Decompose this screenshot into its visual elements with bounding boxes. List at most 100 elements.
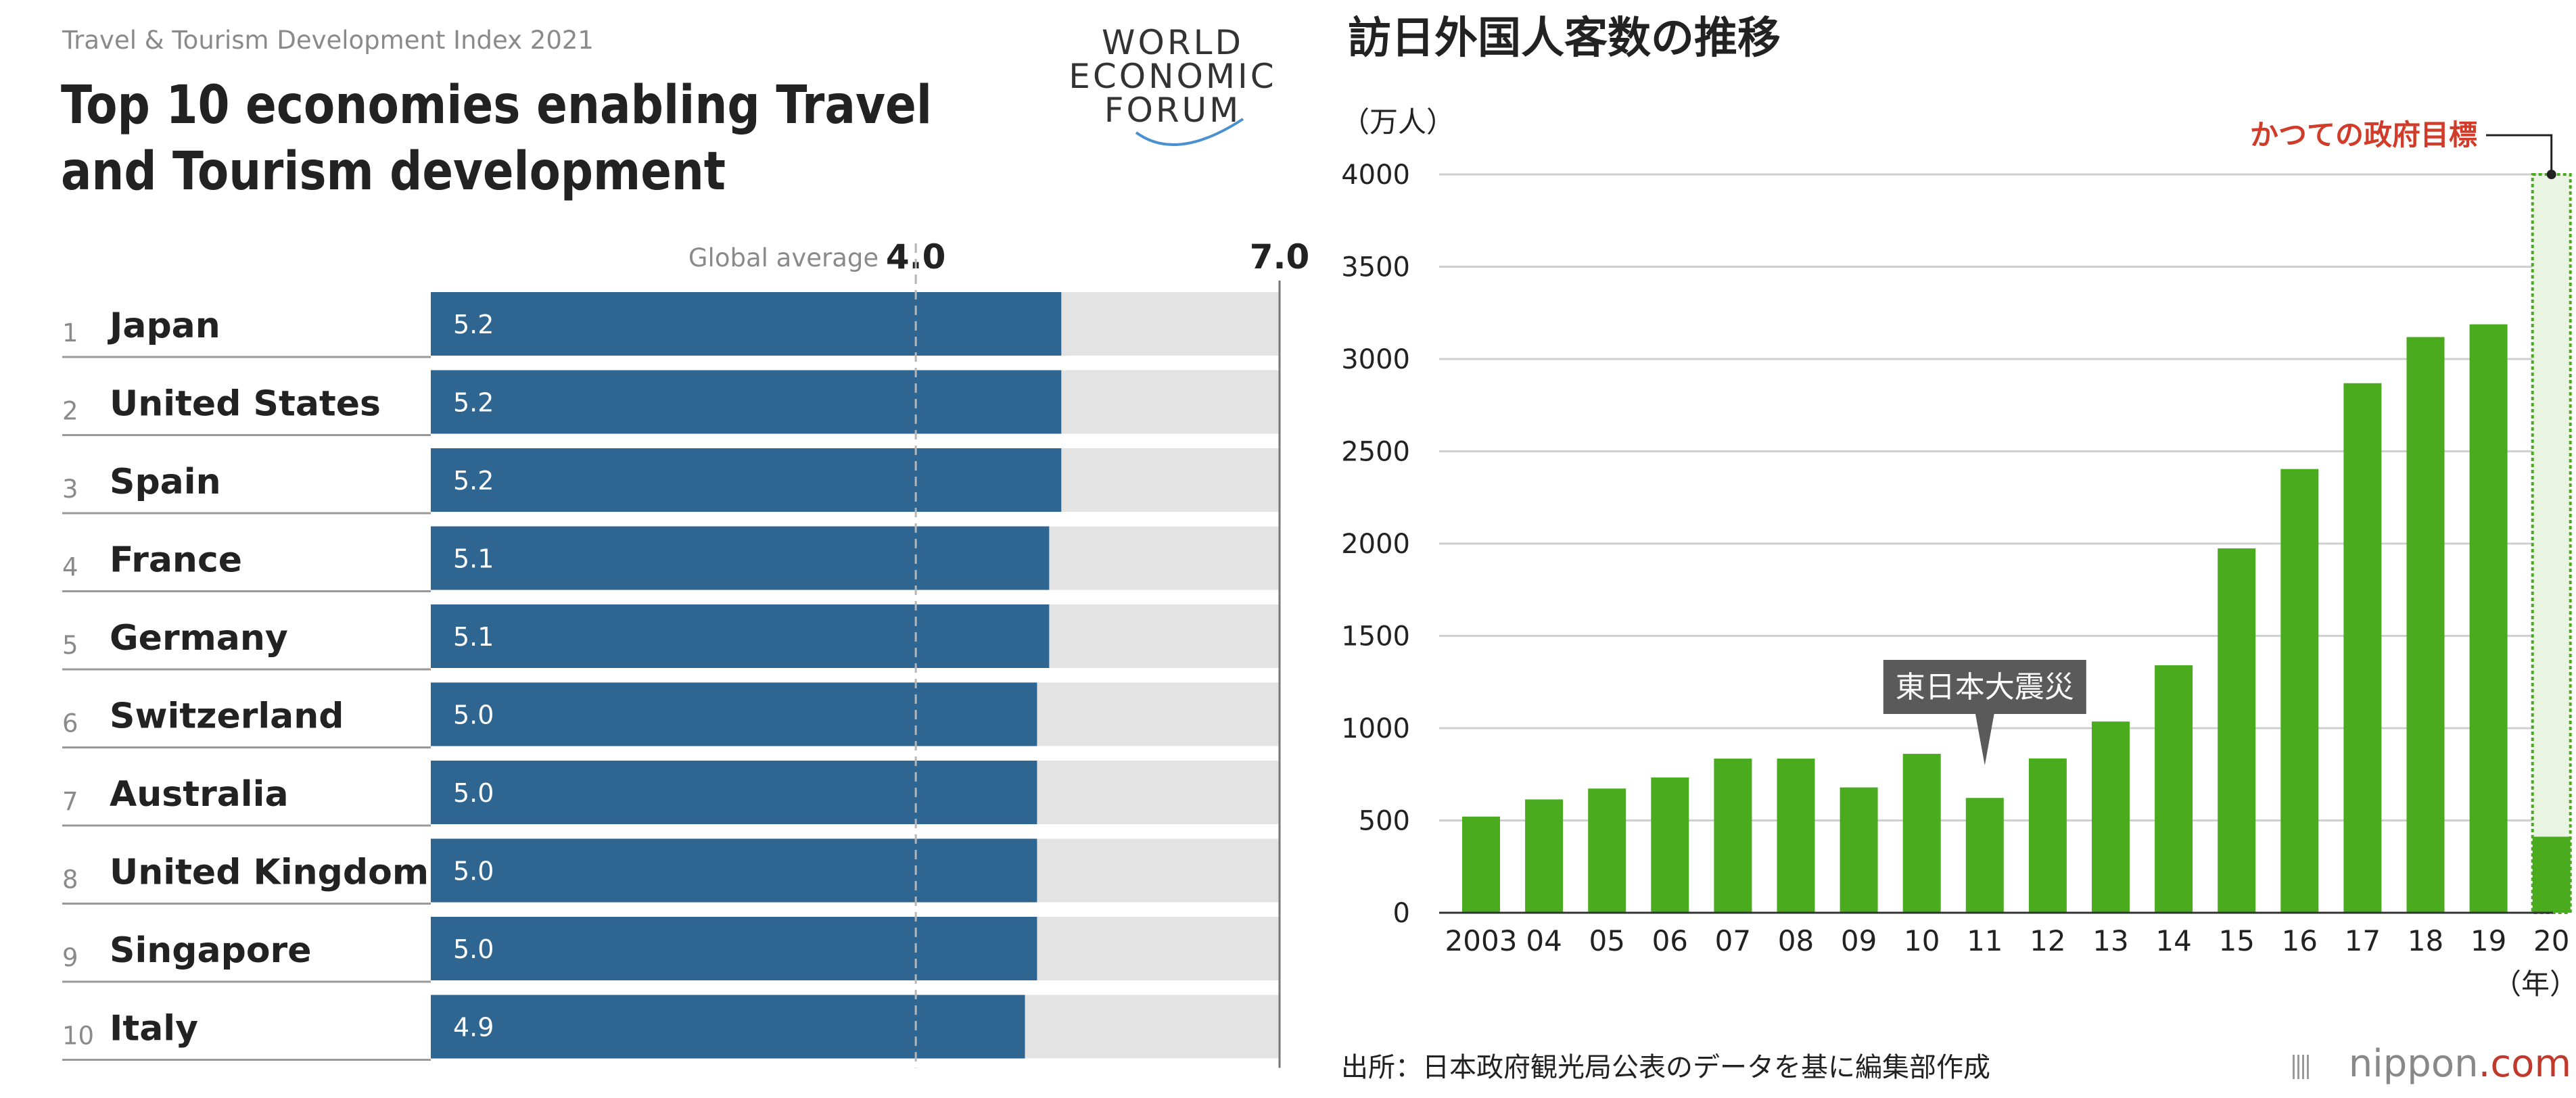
bar bbox=[2028, 758, 2067, 913]
brand-logo-icon bbox=[2297, 1055, 2299, 1079]
x-unit-label: （年） bbox=[2493, 968, 2576, 1001]
bar bbox=[2532, 836, 2571, 913]
rank-label: 6 bbox=[62, 709, 78, 738]
x-tick-label: 09 bbox=[1841, 924, 1877, 957]
bar-value-label: 5.1 bbox=[453, 544, 494, 574]
y-tick-label: 2500 bbox=[1341, 437, 1410, 468]
category-label: Italy bbox=[110, 1009, 198, 1049]
bar-value-label: 5.0 bbox=[453, 700, 494, 730]
event-callout-pointer bbox=[1975, 713, 1994, 765]
x-tick-label: 14 bbox=[2155, 924, 2191, 957]
rank-label: 4 bbox=[62, 553, 78, 582]
event-callout-box bbox=[1883, 660, 2086, 714]
bar bbox=[431, 995, 1025, 1059]
bar bbox=[2155, 665, 2193, 913]
x-tick-label: 07 bbox=[1715, 924, 1751, 957]
bar bbox=[2469, 324, 2508, 913]
category-label: Germany bbox=[110, 618, 288, 659]
chart-title: 訪日外国人客数の推移 bbox=[1348, 14, 1781, 64]
category-label: Singapore bbox=[110, 930, 311, 971]
x-tick-label: 16 bbox=[2282, 924, 2318, 957]
source-note: 出所：日本政府観光局公表のデータを基に編集部作成 bbox=[1341, 1052, 1990, 1083]
event-annotation: 東日本大震災 bbox=[1896, 670, 2074, 705]
bar-value-label: 5.0 bbox=[453, 857, 494, 886]
y-tick-label: 2000 bbox=[1341, 529, 1410, 560]
bar-value-label: 5.2 bbox=[453, 310, 494, 339]
bar bbox=[2218, 548, 2256, 913]
brand-logo-icon bbox=[2302, 1055, 2304, 1079]
x-tick-label: 04 bbox=[1526, 924, 1562, 957]
rank-label: 9 bbox=[62, 943, 78, 972]
bar bbox=[1651, 777, 1689, 913]
bar-value-label: 5.2 bbox=[453, 466, 494, 496]
reference-line-value-label: 4.0 bbox=[886, 237, 946, 277]
x-tick-label: 18 bbox=[2408, 924, 2443, 957]
x-tick-label: 15 bbox=[2218, 924, 2254, 957]
x-tick-label: 08 bbox=[1778, 924, 1814, 957]
rank-label: 1 bbox=[62, 318, 78, 348]
axis-max-label: 7.0 bbox=[1250, 237, 1310, 277]
x-tick-label: 06 bbox=[1652, 924, 1688, 957]
bar bbox=[431, 604, 1050, 668]
bar bbox=[1902, 753, 1941, 913]
rank-label: 7 bbox=[62, 787, 78, 816]
x-tick-label: 20 bbox=[2533, 924, 2569, 957]
category-label: France bbox=[110, 540, 242, 581]
logo-text-line: ECONOMIC bbox=[1069, 57, 1276, 96]
x-tick-label: 12 bbox=[2030, 924, 2065, 957]
bar bbox=[1965, 798, 2004, 913]
target-leader-line bbox=[2486, 134, 2553, 174]
category-label: Australia bbox=[110, 774, 289, 815]
reference-line-label: Global average bbox=[688, 243, 879, 272]
y-tick-label: 3500 bbox=[1341, 252, 1410, 283]
x-tick-label: 2003 bbox=[1445, 924, 1518, 957]
brand-logo-icon bbox=[2293, 1055, 2295, 1079]
bar-value-label: 4.9 bbox=[453, 1013, 494, 1043]
bar bbox=[1714, 759, 1752, 913]
bar bbox=[431, 838, 1037, 903]
chart-title-line: Top 10 economies enabling Travel bbox=[61, 75, 932, 136]
bar bbox=[431, 917, 1037, 980]
category-label: United States bbox=[110, 384, 381, 425]
rank-label: 2 bbox=[62, 397, 78, 426]
y-tick-label: 1500 bbox=[1341, 621, 1410, 652]
rank-label: 3 bbox=[62, 475, 78, 504]
target-annotation: かつての政府目標 bbox=[2250, 118, 2477, 151]
logo-text-line: FORUM bbox=[1104, 91, 1242, 130]
bar bbox=[431, 682, 1037, 746]
chart-header: Travel & Tourism Development Index 2021 bbox=[62, 26, 594, 55]
x-tick-label: 11 bbox=[1967, 924, 2003, 957]
japan-visitors-chart: 訪日外国人客数の推移 （万人） 0 500 1000 1500 2000 2500 3000 35… bbox=[1341, 14, 2576, 1086]
bar bbox=[431, 448, 1062, 512]
x-tick-label: 19 bbox=[2470, 924, 2506, 957]
chart-title-line: and Tourism development bbox=[61, 141, 726, 202]
category-label: Spain bbox=[110, 462, 221, 502]
bar bbox=[2343, 383, 2382, 913]
bar-value-label: 5.0 bbox=[453, 778, 494, 808]
bar-value-label: 5.2 bbox=[453, 388, 494, 418]
bar bbox=[431, 761, 1037, 824]
x-tick-label: 13 bbox=[2092, 924, 2128, 957]
bar-value-label: 5.1 bbox=[453, 622, 494, 652]
y-tick-label: 0 bbox=[1393, 898, 1410, 929]
y-tick-label: 500 bbox=[1359, 806, 1410, 837]
rank-label: 10 bbox=[62, 1022, 94, 1051]
bar bbox=[1840, 787, 1878, 913]
y-unit-label: （万人） bbox=[1341, 105, 1455, 139]
logo-arc-icon bbox=[1135, 118, 1244, 146]
bar bbox=[2280, 469, 2319, 913]
category-label: Japan bbox=[108, 306, 220, 346]
bar bbox=[1777, 759, 1815, 913]
bar bbox=[1588, 788, 1626, 913]
y-tick-label: 1000 bbox=[1341, 713, 1410, 744]
brand-logo-icon bbox=[2307, 1055, 2309, 1079]
x-tick-label: 10 bbox=[1904, 924, 1940, 957]
category-label: Switzerland bbox=[110, 696, 344, 737]
bar bbox=[2092, 721, 2130, 913]
wef-ttdi-chart: Travel & Tourism Development Index 2021 T… bbox=[61, 23, 1310, 1068]
target-box bbox=[2531, 173, 2572, 914]
bar-value-label: 5.0 bbox=[453, 934, 494, 964]
y-tick-label: 3000 bbox=[1341, 344, 1410, 375]
brand-wordmark: nippon.com bbox=[2349, 1042, 2571, 1086]
